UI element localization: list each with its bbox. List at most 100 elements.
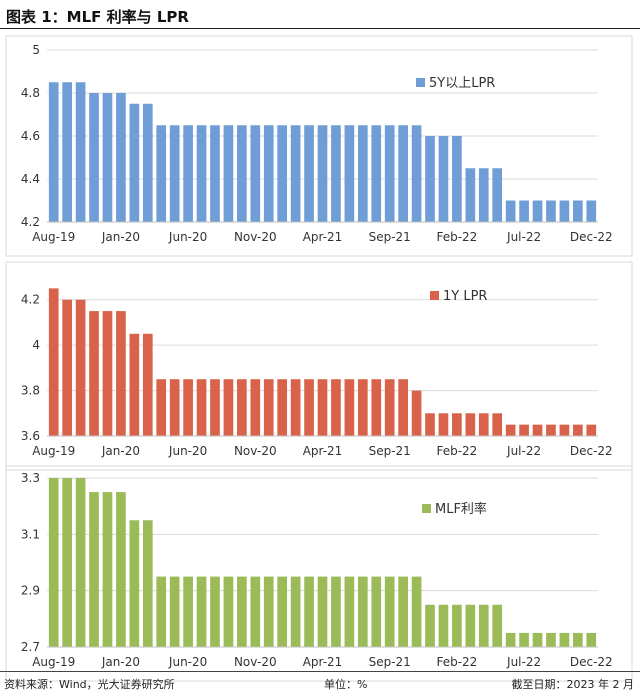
bar [519, 424, 529, 436]
bar [263, 125, 274, 222]
x-tick-label: Feb-22 [436, 230, 477, 244]
bar [573, 200, 583, 222]
x-tick-label: Apr-21 [303, 230, 343, 244]
unit-note: 单位：% [324, 678, 368, 691]
bar [519, 632, 529, 647]
bar [250, 576, 261, 647]
bar [478, 168, 489, 222]
y-tick-label: 5 [32, 43, 40, 57]
x-tick-label: Jun-20 [168, 230, 207, 244]
bar [223, 379, 234, 436]
bar [505, 200, 516, 222]
bar [290, 576, 301, 647]
bar [277, 379, 288, 436]
bar [452, 413, 462, 436]
bar [223, 125, 234, 222]
bar [546, 200, 556, 222]
bar [331, 379, 341, 436]
bar [317, 576, 328, 647]
x-tick-label: Feb-22 [436, 444, 477, 458]
bar [317, 125, 328, 222]
bar [156, 379, 167, 436]
bar [425, 413, 435, 436]
legend-swatch [422, 504, 431, 513]
bar [89, 311, 99, 436]
bar [438, 413, 449, 436]
bar [129, 333, 140, 436]
x-tick-label: Nov-20 [234, 230, 277, 244]
bar [169, 576, 180, 647]
bar [532, 424, 543, 436]
bar [384, 125, 395, 222]
bar [62, 299, 72, 436]
bar [250, 125, 261, 222]
bar [331, 125, 341, 222]
y-tick-label: 3.6 [21, 429, 40, 443]
chart-frame [5, 35, 633, 257]
bar [411, 390, 422, 436]
bar [48, 288, 59, 436]
x-tick-label: Aug-19 [32, 444, 75, 458]
y-tick-label: 3.1 [21, 527, 40, 541]
bar [384, 576, 395, 647]
bar [290, 125, 301, 222]
bar [142, 333, 153, 436]
bar [559, 424, 570, 436]
bar [196, 125, 207, 222]
bar [559, 632, 570, 647]
bar [237, 576, 247, 647]
bar [142, 520, 153, 647]
bar [371, 379, 382, 436]
bar [411, 576, 422, 647]
bar [102, 492, 113, 647]
y-tick-label: 4.2 [21, 293, 40, 307]
bar [210, 576, 220, 647]
x-tick-label: Nov-20 [234, 444, 277, 458]
bar [156, 125, 167, 222]
bar [48, 82, 59, 222]
x-tick-label: Sep-21 [369, 230, 411, 244]
bar [532, 632, 543, 647]
x-tick-label: Jan-20 [101, 444, 140, 458]
bar [183, 125, 193, 222]
bar [452, 604, 462, 647]
x-tick-label: Jul-22 [506, 655, 541, 669]
bar [183, 576, 193, 647]
bar [384, 379, 395, 436]
bar [210, 125, 220, 222]
x-tick-label: Sep-21 [369, 444, 411, 458]
bar [519, 200, 529, 222]
bar [344, 379, 355, 436]
y-tick-label: 3.8 [21, 384, 40, 398]
bar [102, 93, 113, 222]
y-tick-label: 3.3 [21, 471, 40, 485]
bar [169, 379, 180, 436]
chart-panel-1: 4.2 4.4 4.6 4.8 5 Aug-19 Jan-20 Jun-20 Nov-20 Apr… [5, 35, 633, 257]
bar [102, 311, 113, 436]
bar [116, 492, 126, 647]
bar [586, 200, 597, 222]
bar [478, 413, 489, 436]
bar [452, 136, 462, 222]
bar [116, 93, 126, 222]
y-tick-label: 4.4 [21, 172, 40, 186]
bar [75, 82, 86, 222]
bar [492, 168, 503, 222]
bar [304, 125, 314, 222]
footer-divider [0, 671, 640, 672]
bar [263, 379, 274, 436]
bar [398, 125, 408, 222]
date-note: 截至日期：2023 年 2 月 [511, 678, 634, 691]
bar [357, 379, 368, 436]
bar [156, 576, 167, 647]
bar [492, 413, 503, 436]
y-tick-label: 4 [32, 338, 40, 352]
bar [357, 125, 368, 222]
bar [559, 200, 570, 222]
bar [344, 125, 355, 222]
bar [183, 379, 193, 436]
bar [357, 576, 368, 647]
bar [169, 125, 180, 222]
title-divider [0, 28, 640, 29]
x-tick-label: Apr-21 [303, 444, 343, 458]
